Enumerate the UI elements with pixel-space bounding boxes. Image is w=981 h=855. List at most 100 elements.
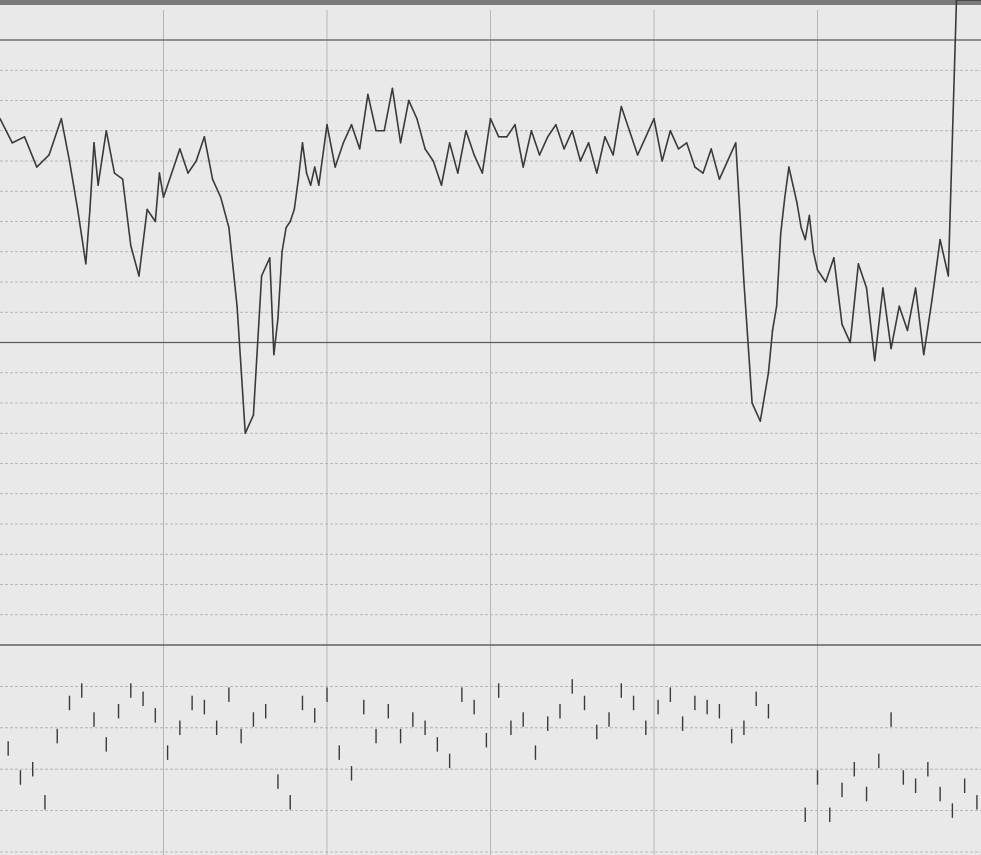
upper-trace-segment [154,172,161,223]
upper-trace-segment [833,256,843,326]
upper-trace-segment [130,244,140,277]
upper-trace-segment [187,160,197,174]
upper-trace-segment [530,129,541,156]
upper-trace-segment [645,117,655,138]
upper-trace-segment [546,123,557,138]
upper-trace-segment [800,226,807,241]
upper-trace-segment [293,178,300,211]
upper-trace-segment [694,166,704,174]
upper-trace-segment [309,166,316,186]
upper-trace-segment [211,178,222,199]
upper-trace-segment [489,117,500,138]
upper-trace-segment [882,287,892,350]
upper-trace-segment [179,148,189,174]
upper-trace-segment [931,238,941,301]
upper-trace-segment [113,172,124,180]
upper-trace-segment [947,0,958,277]
upper-trace-segment [620,105,631,132]
upper-trace-segment [399,99,410,144]
upper-trace-segment [734,142,745,283]
upper-trace-segment [273,317,279,356]
upper-trace-segment [775,232,782,308]
upper-trace-segment [68,160,79,211]
top-edge-band [0,0,981,5]
upper-trace-segment [636,136,647,156]
upper-trace-segment [203,136,214,180]
upper-trace-segment [219,196,230,229]
upper-trace-segment [105,129,116,174]
upper-trace-segment [726,142,737,162]
upper-trace-segment [170,148,181,174]
upper-trace-segment [587,142,598,174]
upper-trace-segment [301,142,308,174]
upper-trace-segment [890,305,901,350]
upper-trace-segment [796,202,802,229]
upper-trace-segment [342,123,353,144]
upper-trace-segment [277,250,283,320]
upper-trace-segment [857,263,868,289]
upper-trace-segment [522,129,533,168]
upper-trace-segment [792,184,798,205]
upper-trace-segment [767,329,774,374]
upper-trace-segment [555,123,565,150]
upper-trace-segment [751,402,762,422]
upper-trace-segment [93,142,99,186]
upper-trace-segment [285,220,292,229]
upper-trace-segment [922,299,933,356]
upper-trace-segment [898,305,909,332]
upper-trace-segment [89,142,95,211]
upper-trace-segment [76,208,87,265]
upper-trace-segment [158,172,165,199]
upper-trace-segment [162,172,173,199]
upper-trace-segment [816,269,827,283]
lower-panel-traces [7,679,978,822]
upper-trace-segment [718,160,729,180]
upper-trace-segment [465,129,475,156]
upper-trace-segment [841,323,852,344]
upper-trace-segment [865,287,876,362]
upper-trace-segment [228,226,238,308]
upper-trace-segment [808,214,815,253]
upper-trace-segment [939,238,950,277]
upper-trace-segment [121,178,132,247]
upper-trace-segment [759,371,770,422]
upper-trace-segment [23,136,38,168]
upper-trace-segment [407,99,418,120]
upper-trace-segment [195,136,206,162]
upper-trace-segment [783,166,790,199]
grid-major-lines [0,39,981,646]
upper-trace-segment [252,275,263,416]
upper-trace-segment [914,287,925,356]
upper-trace-segment [456,129,467,174]
upper-trace-segment [260,256,271,277]
upper-trace-segment [702,148,713,174]
upper-trace-segment [0,117,14,144]
upper-trace-segment [138,208,148,277]
upper-trace-segment [35,154,50,168]
upper-trace-segment [771,305,778,332]
upper-trace-segment [563,129,574,150]
upper-trace-segment [350,123,361,150]
upper-trace-segment [788,166,794,186]
upper-trace-segment [473,154,484,174]
upper-trace-segment [604,136,614,156]
upper-trace-segment [432,160,443,186]
upper-trace-segment [873,287,884,362]
upper-trace-segment [579,142,590,162]
upper-trace-segment [612,105,623,156]
upper-trace-segment [595,136,606,174]
upper-trace-segment [661,129,672,162]
upper-trace-segment [628,129,639,156]
upper-trace-segment [849,263,860,344]
upper-trace-segment [391,87,402,144]
upper-panel-traces [0,0,981,435]
upper-trace-segment [812,250,819,271]
upper-trace-segment [448,142,459,174]
upper-trace-segment [743,281,753,404]
upper-trace-segment [146,208,157,223]
upper-trace-segment [906,287,917,332]
upper-trace-segment [236,305,247,435]
upper-trace-segment [653,117,663,162]
